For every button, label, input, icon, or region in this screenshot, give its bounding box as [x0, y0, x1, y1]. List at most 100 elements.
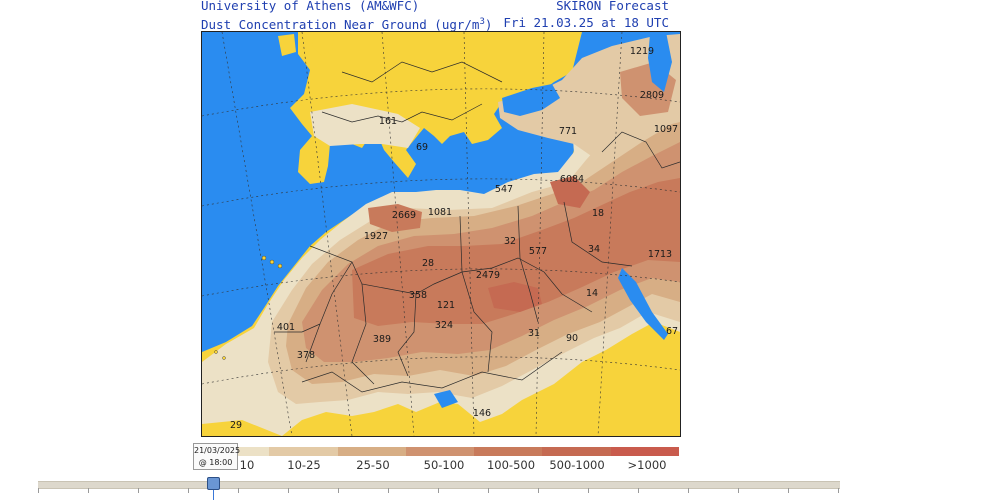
map-canvas: 1219 2809 1097 771 161 69 6084 547 18 2669 1081 192… [202, 32, 680, 436]
sea-area [618, 268, 668, 340]
legend-label: 500-1000 [549, 458, 605, 472]
concentration-label: 1713 [648, 249, 672, 260]
concentration-label: 324 [435, 320, 453, 331]
legend-swatch-10-25 [269, 447, 338, 456]
time-slider-tick [338, 488, 339, 493]
time-slider-tick [688, 488, 689, 493]
dust-light-europe [310, 104, 420, 148]
dust-extreme [550, 176, 590, 208]
sea-area [648, 32, 672, 92]
concentration-label: 358 [409, 290, 427, 301]
legend-label: 25-50 [356, 458, 390, 472]
time-slider[interactable] [38, 476, 840, 500]
parallel [202, 268, 680, 297]
time-slider-tick [488, 488, 489, 493]
concentration-label: 161 [379, 116, 397, 127]
canary-islands [214, 255, 283, 360]
color-legend: 10 10-25 25-50 50-100 100-500 500-1000 >… [201, 447, 679, 475]
country-borders [274, 61, 680, 393]
concentration-label: 14 [586, 288, 598, 299]
dust-very-high [352, 178, 680, 326]
concentration-label: 90 [566, 333, 578, 344]
island [269, 259, 275, 265]
border-line [351, 283, 375, 385]
time-slider-handle[interactable] [207, 477, 220, 490]
concentration-label: 31 [528, 328, 540, 339]
time-slider-tick [588, 488, 589, 493]
concentration-label: 1097 [654, 124, 678, 135]
concentration-label: 32 [504, 236, 516, 247]
concentration-label: 69 [416, 142, 428, 153]
time-slider-tick [288, 488, 289, 493]
legend-label: 10 [239, 458, 255, 472]
border-line [563, 201, 633, 267]
legend-color-bar [201, 447, 679, 456]
border-line [601, 131, 680, 169]
border-line [517, 205, 539, 323]
concentration-label: 378 [297, 350, 315, 361]
concentration-label: 1081 [428, 207, 452, 218]
tooltip-date: 21/03/2025 [194, 446, 241, 455]
border-line [305, 261, 353, 363]
product-title: SKIRON Forecast [556, 0, 669, 13]
concentration-label: 121 [437, 300, 455, 311]
legend-swatch-25-50 [337, 447, 406, 456]
concentration-label: 67 [666, 326, 678, 337]
sea-area [502, 84, 560, 116]
concentration-label: 28 [422, 258, 434, 269]
legend-label: 100-500 [486, 458, 536, 472]
parallel [202, 178, 680, 207]
dust-forecast-map: 1219 2809 1097 771 161 69 6084 547 18 2669 1081 192… [201, 31, 681, 437]
concentration-label: 2669 [392, 210, 416, 221]
border-line [301, 351, 563, 393]
meridian [535, 32, 545, 436]
time-slider-tick [138, 488, 139, 493]
island [222, 356, 226, 360]
border-line [274, 323, 321, 333]
time-slider-tick [388, 488, 389, 493]
time-slider-tick [788, 488, 789, 493]
concentration-label: 389 [373, 334, 391, 345]
concentration-label: 401 [277, 322, 295, 333]
legend-swatch-500-1000 [542, 447, 611, 456]
concentration-label: 6084 [560, 174, 584, 185]
time-slider-tick [538, 488, 539, 493]
europe-land [290, 32, 582, 184]
lake [434, 390, 458, 408]
time-slider-tick [438, 488, 439, 493]
legend-swatch-over-1000 [610, 447, 679, 456]
time-slider-tick [638, 488, 639, 493]
dust-extreme [488, 282, 542, 312]
concentration-label: 771 [559, 126, 577, 137]
island [312, 32, 334, 56]
dust-extreme [368, 204, 422, 232]
time-slider-tick [238, 488, 239, 493]
time-slider-tick [38, 488, 39, 493]
concentration-label: 146 [473, 408, 491, 419]
concentration-labels: 1219 2809 1097 771 161 69 6084 547 18 2669 1081 192… [230, 46, 678, 431]
concentration-label: 2479 [476, 270, 500, 281]
concentration-label: 2809 [640, 90, 664, 101]
sea-area [202, 420, 282, 436]
variable-title: Dust Concentration Near Ground (ugr/m3) [201, 14, 492, 33]
time-slider-track[interactable] [38, 481, 840, 489]
legend-swatch-100-500 [474, 447, 543, 456]
valid-time: Fri 21.03.25 at 18 UTC [503, 15, 669, 30]
concentration-label: 1219 [630, 46, 654, 57]
time-slider-tick [838, 488, 839, 493]
parallel [202, 356, 680, 385]
meridian [463, 32, 475, 436]
concentration-label: 34 [588, 244, 600, 255]
organization-title: University of Athens (AM&WFC) [201, 0, 420, 13]
island [278, 34, 296, 56]
time-slider-tick [188, 488, 189, 493]
concentration-label: 1927 [364, 231, 388, 242]
time-slider-tooltip: 21/03/2025 @ 18:00 [193, 443, 241, 470]
border-line [459, 215, 493, 373]
variable-title-text: Dust Concentration Near Ground (ugr/m [201, 17, 480, 33]
border-line [341, 61, 503, 83]
tooltip-time: @ 18:00 [198, 458, 233, 467]
island [277, 263, 283, 269]
time-slider-indicator [213, 490, 214, 500]
time-slider-tick [88, 488, 89, 493]
